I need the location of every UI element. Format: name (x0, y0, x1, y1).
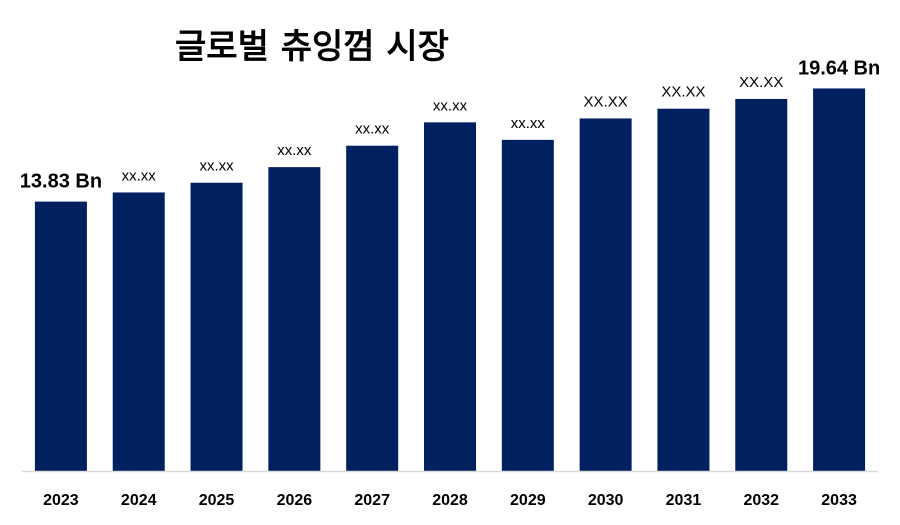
data-label-2023: 13.83 Bn (20, 171, 102, 193)
data-label-2029: xx.xx (511, 115, 546, 132)
bar-2031 (657, 108, 710, 471)
data-label-2032: XX.XX (739, 74, 783, 91)
bar-2027 (346, 145, 399, 471)
bar-2023 (34, 201, 87, 471)
x-tick-2029: 2029 (510, 492, 546, 509)
bar-2030 (579, 118, 632, 471)
data-label-2030: XX.XX (584, 93, 628, 110)
data-label-2033: 19.64 Bn (798, 57, 880, 79)
data-label-2031: XX.XX (661, 84, 705, 101)
bar-2025 (190, 182, 243, 471)
bar-2029 (501, 139, 554, 471)
x-tick-2030: 2030 (588, 492, 624, 509)
x-tick-2028: 2028 (432, 492, 468, 509)
bar-2033 (813, 88, 866, 471)
x-tick-2026: 2026 (277, 492, 313, 509)
x-tick-2033: 2033 (821, 492, 857, 509)
bar-2032 (735, 98, 788, 472)
data-label-2025: xx.xx (199, 158, 234, 175)
x-tick-2027: 2027 (354, 492, 390, 509)
bars-group (34, 88, 866, 472)
data-label-2028: xx.xx (433, 97, 468, 114)
x-tick-labels-group: 2023 2024 2025 2026 2027 2028 2029 2030 2031 2032… (43, 492, 857, 509)
bar-2028 (424, 122, 476, 472)
x-tick-2025: 2025 (199, 492, 235, 509)
data-label-2027: xx.xx (355, 121, 390, 138)
data-label-2026: xx.xx (277, 142, 312, 159)
bar-2024 (112, 192, 165, 471)
x-tick-2032: 2032 (743, 492, 779, 509)
x-tick-2031: 2031 (666, 492, 702, 509)
chart-title: 글로벌 츄잉껌 시장 (175, 27, 449, 67)
bar-2026 (268, 167, 321, 471)
x-tick-2024: 2024 (121, 492, 157, 509)
data-label-2024: xx.xx (122, 167, 157, 184)
x-tick-2023: 2023 (43, 492, 79, 509)
data-labels-group: 13.83 Bn xx.xx xx.xx xx.xx xx.xx xx.xx xx.xx XX… (20, 57, 880, 192)
